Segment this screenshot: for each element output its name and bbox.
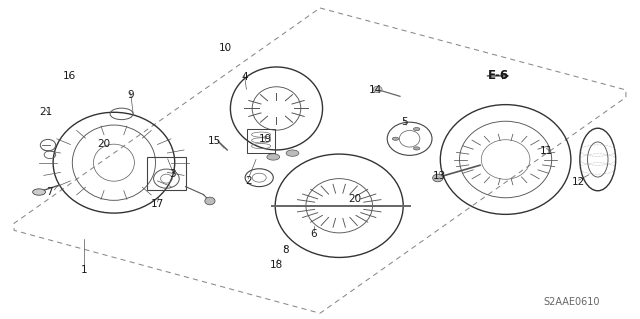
Circle shape	[392, 137, 399, 140]
Text: 9: 9	[127, 90, 134, 100]
Ellipse shape	[373, 86, 382, 93]
Circle shape	[413, 128, 420, 131]
Text: 20: 20	[348, 194, 361, 204]
Text: 5: 5	[401, 117, 408, 127]
Ellipse shape	[205, 197, 215, 205]
Circle shape	[413, 147, 420, 150]
Ellipse shape	[433, 174, 443, 182]
Ellipse shape	[286, 150, 299, 156]
Text: 1: 1	[81, 264, 88, 275]
Text: 14: 14	[369, 85, 381, 95]
Ellipse shape	[33, 189, 45, 195]
Text: 2: 2	[245, 176, 252, 186]
Text: 19: 19	[259, 134, 271, 144]
Text: 3: 3	[170, 169, 176, 179]
Text: 8: 8	[282, 245, 289, 256]
Text: 18: 18	[270, 260, 283, 271]
Text: 13: 13	[433, 171, 445, 181]
Text: 17: 17	[151, 199, 164, 209]
Text: 11: 11	[540, 145, 553, 156]
Text: 4: 4	[241, 72, 248, 82]
Text: 16: 16	[63, 71, 76, 81]
Text: 15: 15	[208, 136, 221, 146]
Text: 12: 12	[572, 177, 585, 188]
Text: 6: 6	[310, 228, 317, 239]
Text: 21: 21	[40, 107, 52, 117]
Text: 7: 7	[47, 187, 53, 197]
Text: 20: 20	[97, 138, 110, 149]
Text: 10: 10	[219, 43, 232, 54]
Text: S2AAE0610: S2AAE0610	[544, 297, 600, 307]
Text: E-6: E-6	[488, 70, 509, 82]
Ellipse shape	[267, 154, 280, 160]
